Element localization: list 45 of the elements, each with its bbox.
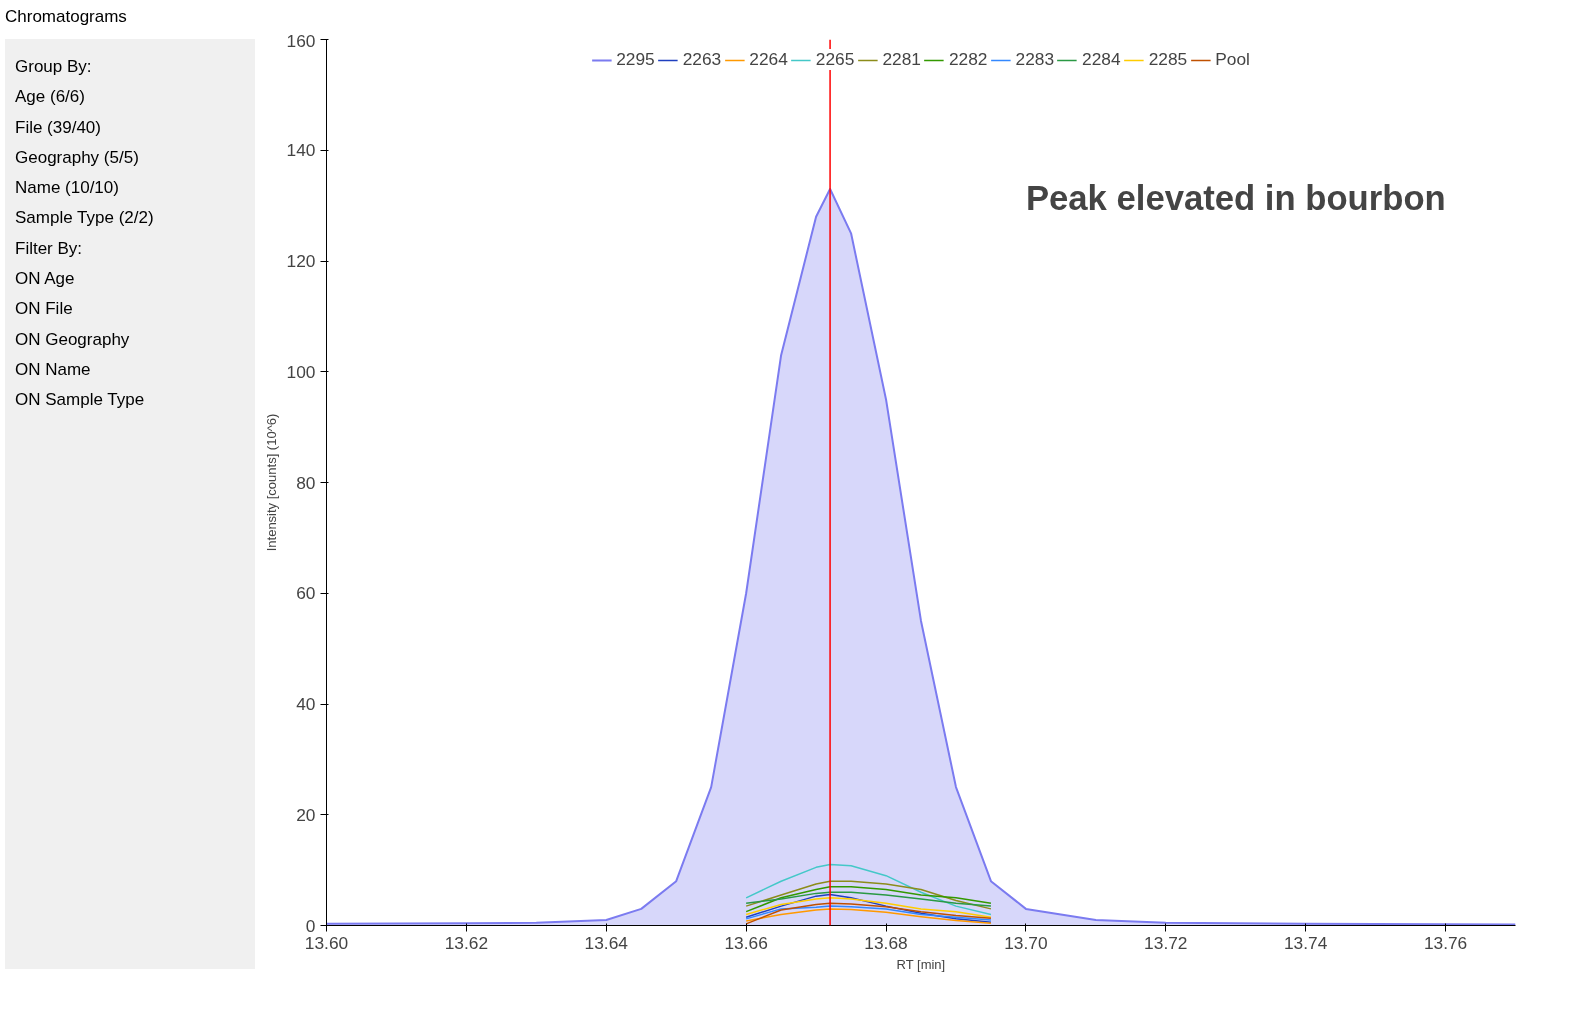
y-tick-label: 80 — [296, 472, 316, 493]
y-tick-label: 100 — [286, 361, 316, 382]
text: ON Name — [15, 358, 92, 381]
y-tick-label: 160 — [286, 30, 316, 51]
legend-label: 2284 — [1082, 49, 1121, 70]
text: Sample Type (2/2) — [15, 207, 154, 230]
text: Name (10/10) — [15, 177, 120, 200]
legend-label: 2264 — [749, 49, 788, 70]
x-tick-label: 13.76 — [1423, 932, 1468, 953]
text: Group By: — [15, 56, 93, 78]
text: Geography (5/5) — [15, 146, 140, 169]
legend-label: Pool — [1215, 49, 1250, 70]
legend-label: 2281 — [882, 49, 921, 70]
text: Chromatograms — [5, 6, 127, 28]
x-tick-label: 13.66 — [724, 932, 768, 953]
legend-label: 2285 — [1148, 49, 1188, 70]
text: ON Sample Type — [15, 389, 146, 412]
legend-label: 2265 — [815, 49, 855, 70]
line-series — [745, 908, 992, 925]
y-tick-label: 40 — [296, 694, 316, 714]
text: File (39/40) — [15, 116, 102, 139]
y-tick-label: 60 — [296, 583, 316, 604]
x-tick-label: 13.72 — [1144, 932, 1188, 953]
x-tick-label: 13.74 — [1284, 932, 1328, 953]
annotation: Peak elevated in bourbon — [1025, 178, 1446, 217]
text: ON Age — [15, 267, 76, 290]
legend-label: 2283 — [1015, 49, 1055, 70]
line-series — [745, 863, 992, 916]
text: Age (6/6) — [15, 86, 86, 109]
y-tick-label: 140 — [286, 140, 316, 161]
x-tick-label: 13.70 — [1004, 932, 1048, 953]
x-tick-label: 13.62 — [444, 932, 489, 953]
text: ON File — [15, 298, 74, 321]
line-series — [745, 891, 992, 907]
y-tick-label: 120 — [286, 251, 316, 271]
y-tick-label: 20 — [296, 804, 316, 825]
text: Filter By: — [15, 237, 84, 260]
x-tick-label: 13.68 — [864, 932, 908, 953]
legend-label: 2263 — [682, 49, 722, 70]
x-tick-label: 13.64 — [584, 932, 629, 953]
legend-label: 2295 — [616, 49, 655, 70]
x-axis-title: RT [min] — [896, 956, 946, 972]
text: ON Geography — [15, 328, 131, 351]
y-axis-title: Intensity [counts] (10^6) — [263, 413, 279, 552]
legend-label: 2282 — [948, 49, 988, 70]
